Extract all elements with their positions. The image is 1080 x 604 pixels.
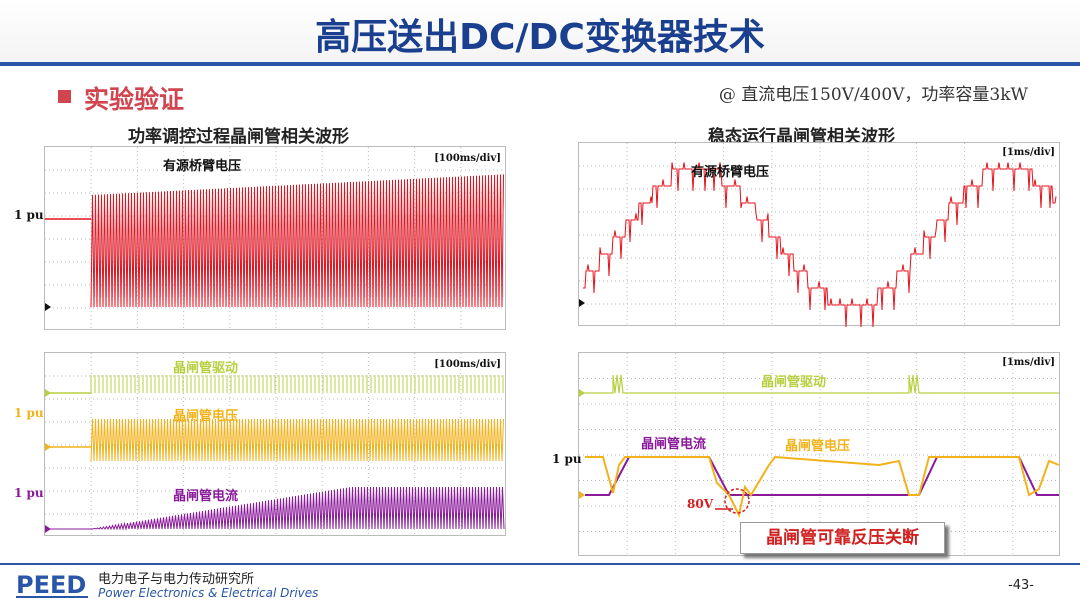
voltage-dip-label: 80V xyxy=(687,497,714,511)
signal-label-thyristor-current-steady: 晶闸管电流 xyxy=(641,437,707,452)
signal-label-thyristor-current: 晶闸管电流 xyxy=(173,489,239,504)
page-number: -43- xyxy=(1008,578,1034,593)
pu-label-top-left: 1 pu xyxy=(14,208,44,222)
signal-label-thyristor-drive: 晶闸管驱动 xyxy=(173,361,239,376)
reverse-voltage-callout: 晶闸管可靠反压关断 xyxy=(740,522,945,554)
institute-name-cn: 电力电子与电力传动研究所 xyxy=(98,572,255,587)
signal-label-thyristor-voltage: 晶闸管电压 xyxy=(173,409,239,424)
scope-panel-top-right: 有源桥臂电压 [1ms/div] xyxy=(578,142,1061,327)
pu-label-current: 1 pu xyxy=(14,486,44,500)
title-band xyxy=(0,0,1080,66)
pu-label-voltage: 1 pu xyxy=(14,406,44,420)
scope-panel-top-left: 有源桥臂电压 [100ms/div] xyxy=(44,146,507,331)
signal-label-thyristor-voltage-steady: 晶闸管电压 xyxy=(785,439,851,454)
peed-logo: PEED xyxy=(16,571,88,599)
waveform-bridge-voltage xyxy=(45,147,507,331)
test-condition: @ 直流电压150V/400V，功率容量3kW xyxy=(718,85,1028,105)
waveform-thyristor-steady xyxy=(579,353,1061,557)
title-underline xyxy=(0,62,1080,66)
section-bullet-icon xyxy=(58,90,71,103)
time-scale-label: [100ms/div] xyxy=(434,359,501,370)
time-scale-label: [1ms/div] xyxy=(1002,357,1055,368)
waveform-thyristor-signals xyxy=(45,353,507,537)
signal-label-thyristor-drive-steady: 晶闸管驱动 xyxy=(761,375,827,390)
time-scale-label: [1ms/div] xyxy=(1002,147,1055,158)
pu-label-bottom-right: 1 pu xyxy=(552,452,582,466)
waveform-bridge-voltage-steady xyxy=(579,143,1061,327)
signal-label-bridge-voltage-steady: 有源桥臂电压 xyxy=(691,165,770,180)
slide-title: 高压送出DC/DC变换器技术 xyxy=(315,17,765,58)
svg-text:PEED: PEED xyxy=(16,571,86,599)
section-heading: 实验验证 xyxy=(84,85,185,114)
signal-label-bridge-voltage: 有源桥臂电压 xyxy=(163,159,242,174)
time-scale-label: [100ms/div] xyxy=(434,153,501,164)
footer-divider xyxy=(0,563,1080,565)
scope-panel-bottom-left: 晶闸管驱动 晶闸管电压 晶闸管电流 [100ms/div] xyxy=(44,352,507,537)
institute-name-en: Power Electronics & Electrical Drives xyxy=(98,586,319,600)
left-panel-title: 功率调控过程晶闸管相关波形 xyxy=(128,127,349,147)
